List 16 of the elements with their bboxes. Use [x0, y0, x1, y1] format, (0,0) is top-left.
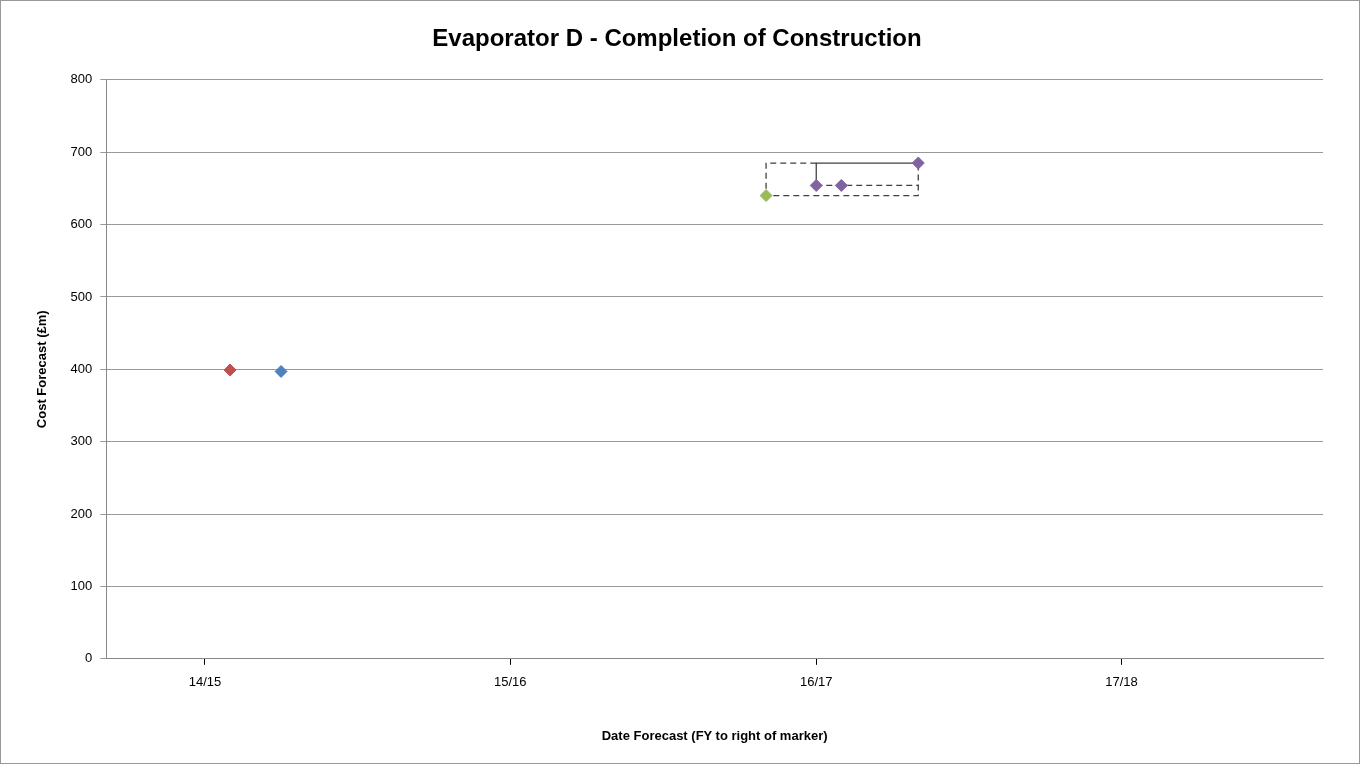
x-axis-title: Date Forecast (FY to right of marker): [601, 727, 828, 743]
x-tick-label: 15/16: [493, 674, 527, 690]
y-tick-label: 100: [70, 578, 93, 593]
y-tick-label: 700: [70, 143, 93, 159]
y-tick-label: 0: [85, 650, 93, 666]
x-tick-label: 16/17: [799, 674, 833, 690]
y-tick-label: 300: [70, 433, 93, 449]
y-tick-label: 500: [70, 288, 93, 304]
y-tick-label: 800: [70, 71, 93, 87]
y-tick-label: 600: [70, 216, 93, 232]
chart-title: Evaporator D - Completion of Construction: [432, 24, 922, 52]
x-tick-label: 17/18: [1105, 674, 1138, 690]
y-axis-title: Cost Forecast (£m): [34, 310, 50, 429]
x-tick-label: 14/15: [188, 674, 222, 690]
y-tick-label: 400: [70, 360, 93, 376]
y-tick-label: 200: [70, 505, 93, 521]
